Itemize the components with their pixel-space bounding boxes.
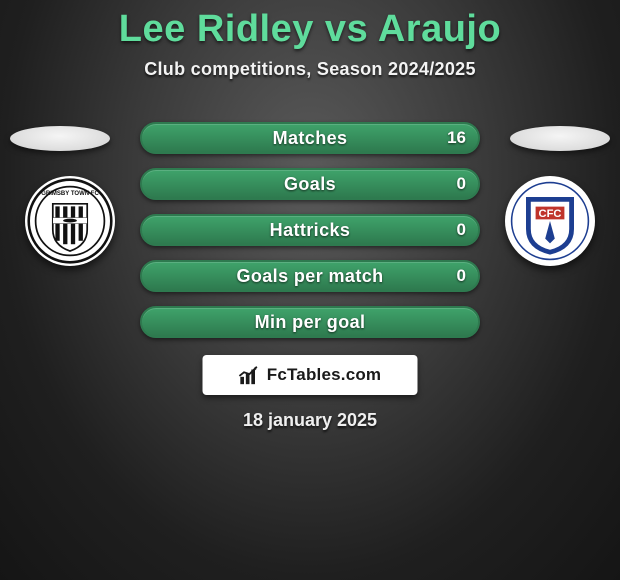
stat-label: Goals per match: [236, 266, 383, 287]
generated-date: 18 january 2025: [0, 410, 620, 431]
svg-text:CFC: CFC: [539, 208, 562, 220]
stat-right-value: 0: [457, 174, 466, 194]
svg-text:GRIMSBY TOWN FC: GRIMSBY TOWN FC: [41, 191, 99, 197]
stats-bars: Matches 16 Goals 0 Hattricks 0 Goals per…: [140, 122, 480, 352]
stat-row-hattricks: Hattricks 0: [140, 214, 480, 246]
player-avatar-right: [510, 126, 610, 151]
stat-row-matches: Matches 16: [140, 122, 480, 154]
fctables-logo-tile: FcTables.com: [203, 355, 418, 395]
bar-chart-icon: [239, 364, 261, 386]
fctables-logo-text: FcTables.com: [267, 365, 382, 385]
stat-right-value: 0: [457, 266, 466, 286]
club-crest-left: GRIMSBY TOWN FC: [25, 176, 115, 266]
stat-right-value: 16: [447, 128, 466, 148]
stat-row-min-per-goal: Min per goal: [140, 306, 480, 338]
grimsby-crest-icon: GRIMSBY TOWN FC: [27, 178, 113, 264]
subtitle: Club competitions, Season 2024/2025: [0, 59, 620, 80]
stat-right-value: 0: [457, 220, 466, 240]
stat-row-goals-per-match: Goals per match 0: [140, 260, 480, 292]
stat-label: Min per goal: [255, 312, 366, 333]
page-title: Lee Ridley vs Araujo: [0, 0, 620, 51]
stat-row-goals: Goals 0: [140, 168, 480, 200]
stat-label: Hattricks: [270, 220, 351, 241]
club-crest-right: CFC: [505, 176, 595, 266]
stat-label: Goals: [284, 174, 336, 195]
stat-label: Matches: [273, 128, 348, 149]
player-avatar-left: [10, 126, 110, 151]
chesterfield-crest-icon: CFC: [510, 181, 590, 261]
